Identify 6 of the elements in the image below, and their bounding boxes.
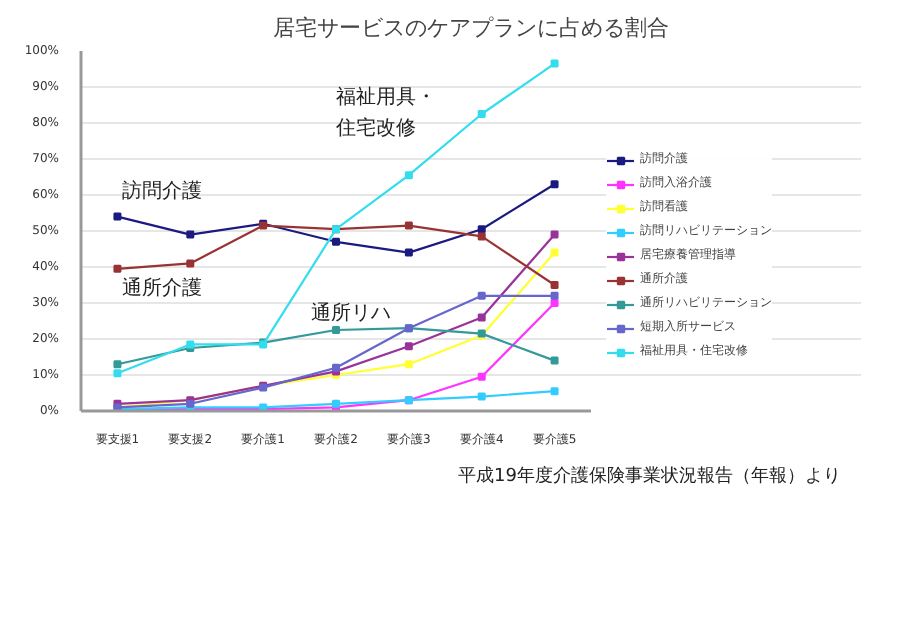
- annotation: 訪問介護: [121, 178, 202, 203]
- annotation: 通所リハ: [310, 301, 391, 325]
- annotation: 通所介護: [121, 275, 202, 300]
- annotation: 福祉用具・住宅改修: [336, 85, 436, 140]
- chart-title: 居宅サービスのケアプランに占める割合: [273, 15, 669, 41]
- text: 平成19年度介護保険事業状況報告（年報）より: [458, 465, 841, 487]
